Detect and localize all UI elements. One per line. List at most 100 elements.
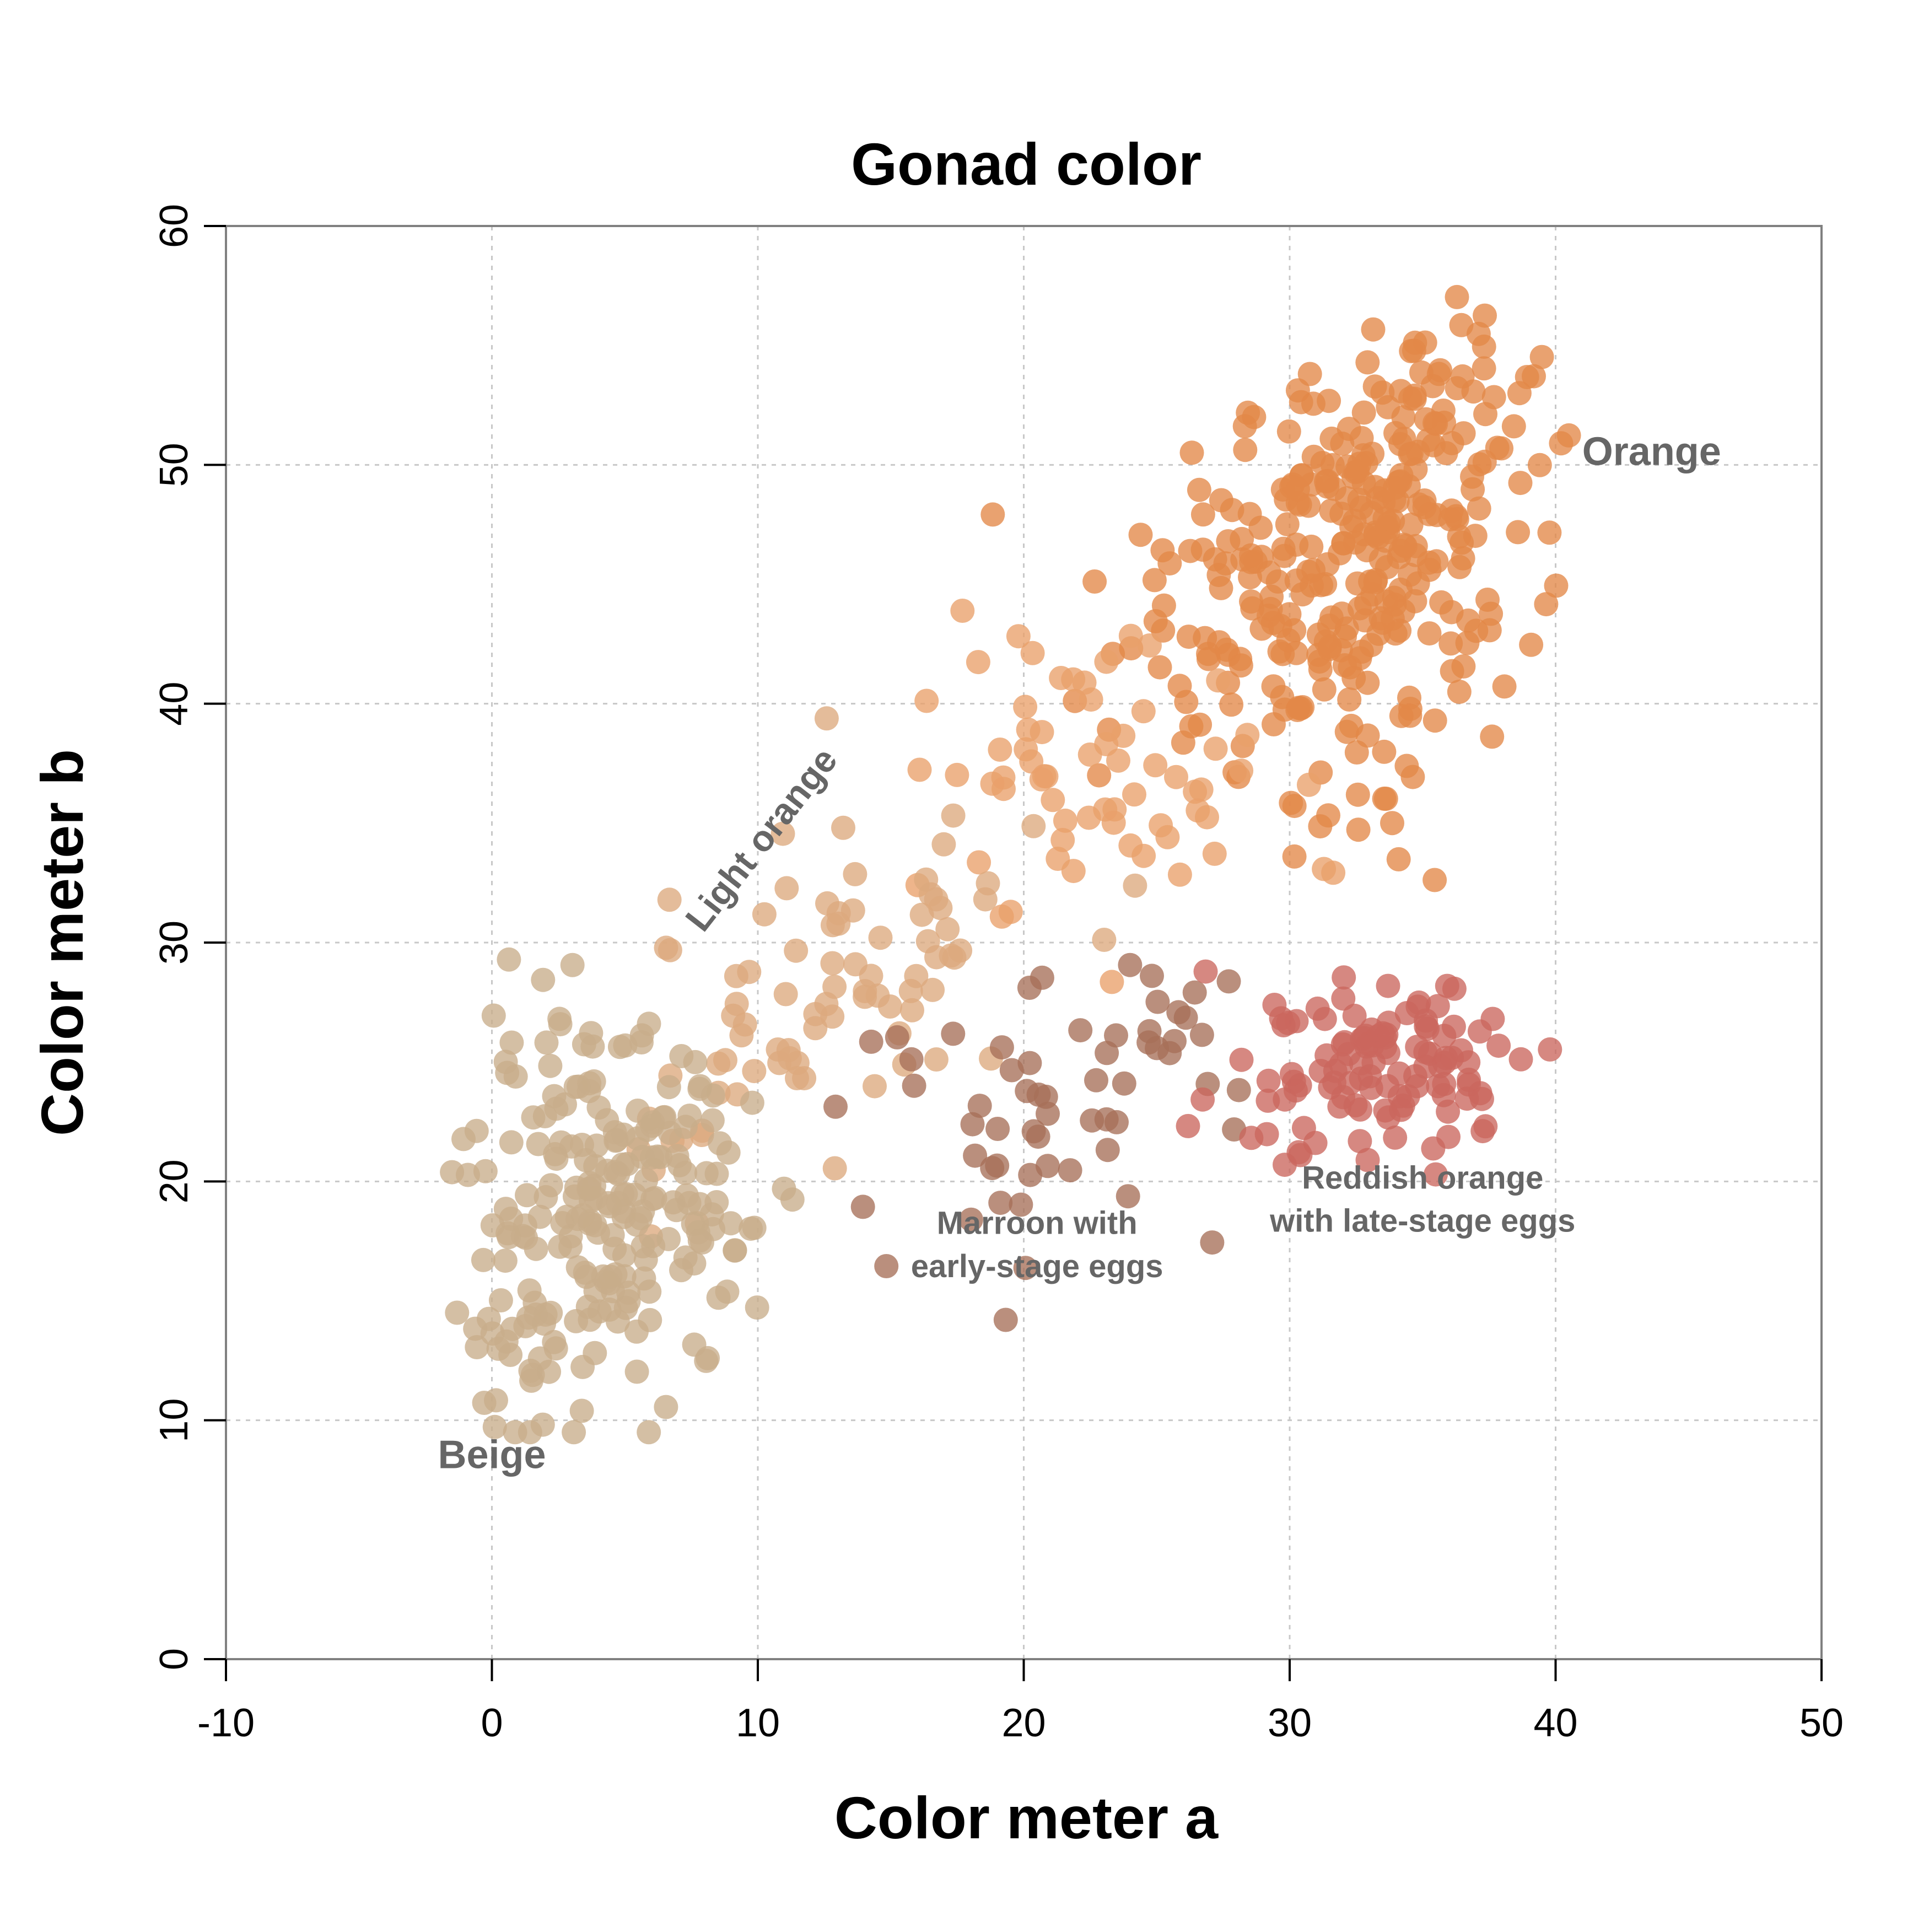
- scatter-point: [493, 1248, 518, 1273]
- scatter-point: [941, 803, 966, 828]
- scatter-point: [1343, 460, 1368, 485]
- scatter-point: [1178, 539, 1203, 563]
- scatter-point: [624, 1212, 649, 1237]
- scatter-point: [530, 1412, 555, 1437]
- scatter-point: [1275, 512, 1300, 537]
- annotation-text: early-stage eggs: [911, 1248, 1163, 1284]
- scatter-point: [1355, 1148, 1380, 1172]
- scatter-point: [1342, 1003, 1367, 1028]
- scatter-point: [931, 832, 956, 857]
- scatter-point: [1308, 1059, 1333, 1083]
- scatter-point: [1166, 1000, 1191, 1025]
- scatter-point: [1329, 1052, 1354, 1077]
- scatter-point: [1355, 350, 1380, 375]
- scatter-point: [575, 1294, 600, 1319]
- scatter-point: [960, 1112, 985, 1137]
- scatter-point: [531, 967, 556, 992]
- scatter-point: [1137, 1019, 1162, 1043]
- scatter-point: [737, 960, 762, 984]
- scatter-point: [1391, 599, 1416, 623]
- scatter-point: [924, 945, 949, 970]
- scatter-point: [611, 1122, 636, 1147]
- scatter-point: [1150, 538, 1175, 563]
- scatter-point: [1053, 808, 1077, 833]
- scatter-point: [907, 757, 932, 782]
- chart-title: Gonad color: [851, 131, 1201, 197]
- scatter-point: [792, 1066, 817, 1091]
- scatter-point: [1389, 1097, 1414, 1122]
- scatter-point: [612, 1264, 637, 1289]
- scatter-point: [1417, 621, 1442, 646]
- scatter-point: [1371, 610, 1395, 635]
- scatter-point: [1106, 748, 1130, 773]
- scatter-point: [1449, 313, 1474, 337]
- scatter-point: [1402, 386, 1427, 411]
- scatter-point: [1279, 790, 1303, 815]
- scatter-point: [1254, 1122, 1279, 1147]
- scatter-point: [1203, 736, 1228, 761]
- annotation-text: Beige: [438, 1433, 546, 1477]
- scatter-point: [1193, 959, 1218, 984]
- scatter-point: [959, 1207, 983, 1232]
- scatter-point: [920, 977, 945, 1002]
- scatter-point: [1147, 655, 1172, 680]
- scatter-point: [742, 1059, 767, 1084]
- scatter-point: [1034, 764, 1059, 789]
- scatter-point: [1229, 758, 1254, 783]
- scatter-point: [1426, 1074, 1451, 1099]
- scatter-point: [1349, 426, 1374, 450]
- scatter-point: [493, 1197, 518, 1221]
- scatter-point: [673, 1115, 698, 1139]
- scatter-point: [985, 1153, 1010, 1178]
- scatter-point: [1508, 1047, 1533, 1072]
- scatter-point: [868, 925, 893, 950]
- scatter-point: [1400, 765, 1425, 789]
- scatter-point: [1345, 782, 1370, 807]
- scatter-point: [902, 1073, 926, 1098]
- scatter-point: [1297, 362, 1322, 386]
- scatter-point: [1370, 1021, 1395, 1046]
- scatter-point: [1082, 569, 1107, 594]
- scatter-point: [1473, 303, 1497, 328]
- scatter-point: [814, 706, 839, 731]
- y-axis-label: Color meter b: [29, 749, 95, 1136]
- scatter-point: [1289, 696, 1313, 721]
- scatter-point: [1013, 695, 1038, 719]
- scatter-point: [1050, 828, 1075, 852]
- scatter-point: [602, 1236, 627, 1261]
- scatter-point: [1537, 520, 1562, 545]
- scatter-point: [1346, 817, 1371, 842]
- scatter-point: [1021, 1119, 1046, 1144]
- scatter-point: [850, 1194, 875, 1219]
- scatter-point: [503, 1420, 527, 1445]
- scatter-point: [988, 738, 1012, 762]
- scatter-point: [967, 850, 992, 875]
- scatter-point: [669, 1044, 694, 1068]
- scatter-point: [534, 1030, 559, 1055]
- scatter-point: [500, 1316, 525, 1341]
- scatter-point: [1061, 859, 1086, 884]
- scatter-point: [665, 1144, 689, 1169]
- scatter-point: [1284, 568, 1309, 593]
- scatter-point: [1544, 573, 1569, 598]
- annotation-text: Reddish orange: [1302, 1160, 1543, 1196]
- scatter-point: [859, 1029, 883, 1054]
- scatter-point: [739, 1217, 763, 1241]
- scatter-point: [704, 1161, 729, 1186]
- scatter-point: [488, 1288, 513, 1312]
- scatter-point: [597, 1194, 622, 1219]
- scatter-point: [704, 1190, 729, 1214]
- scatter-point: [560, 952, 585, 977]
- scatter-point: [1370, 380, 1395, 405]
- scatter-point: [622, 1182, 647, 1207]
- scatter-point: [1277, 602, 1302, 627]
- scatter-point: [656, 1226, 681, 1251]
- y-tick-label: 60: [152, 204, 196, 248]
- scatter-point: [1233, 438, 1258, 462]
- scatter-point: [1359, 501, 1384, 525]
- scatter-point: [1077, 742, 1102, 767]
- scatter-point: [1118, 952, 1143, 977]
- scatter-point: [1257, 603, 1281, 628]
- scatter-point: [1308, 814, 1333, 839]
- scatter-point: [1332, 965, 1356, 990]
